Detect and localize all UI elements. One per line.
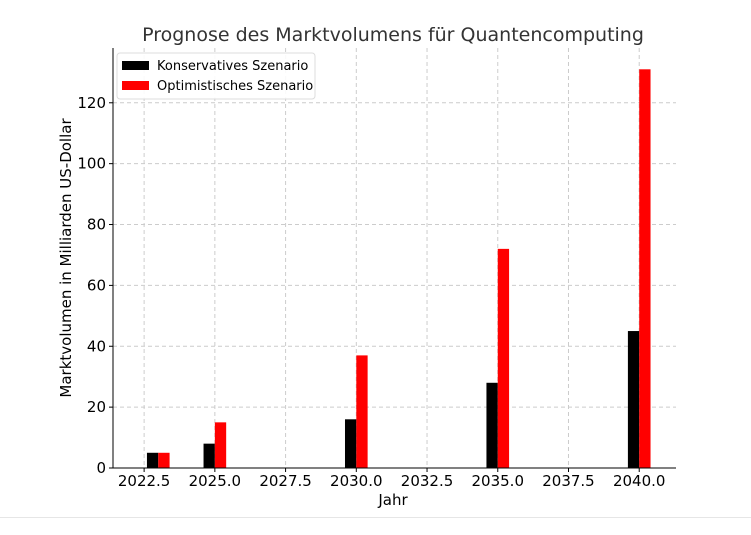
divider xyxy=(0,517,751,518)
y-tick-label: 100 xyxy=(77,155,106,173)
bars xyxy=(146,69,651,468)
bar-konservativ-2040 xyxy=(627,331,640,468)
bar-optimistisch-2035 xyxy=(497,248,510,468)
legend-label: Optimistisches Szenario xyxy=(157,79,313,94)
bar-konservativ-2025 xyxy=(203,443,215,468)
x-tick-label: 2027.5 xyxy=(259,472,312,490)
x-tick-label: 2035.0 xyxy=(472,472,525,490)
legend-label: Konservatives Szenario xyxy=(157,59,308,74)
bar-optimistisch-2023 xyxy=(158,452,170,468)
y-axis-label: Marktvolumen in Milliarden US-Dollar xyxy=(57,118,75,398)
bar-konservativ-2023 xyxy=(146,452,159,468)
bar-optimistisch-2040 xyxy=(639,69,651,468)
axes xyxy=(112,48,676,469)
grid xyxy=(113,48,676,468)
legend-swatch xyxy=(122,61,149,70)
legend-swatch xyxy=(122,81,149,90)
x-tick-label: 2040.0 xyxy=(613,472,666,490)
y-tick-label: 120 xyxy=(77,94,106,112)
y-tick-label: 80 xyxy=(87,216,106,234)
chart-title: Prognose des Marktvolumens für Quantenco… xyxy=(142,24,644,46)
x-tick-label: 2030.0 xyxy=(330,472,383,490)
legend: Konservatives Szenario Optimistisches Sze… xyxy=(116,52,316,100)
y-tick-label: 0 xyxy=(96,459,106,477)
bar-konservativ-2030 xyxy=(344,419,357,468)
bar-konservativ-2035 xyxy=(486,382,498,468)
bar-optimistisch-2025 xyxy=(214,422,227,468)
x-tick-label: 2022.5 xyxy=(118,472,171,490)
y-tick-label: 60 xyxy=(87,276,106,294)
x-tick-label: 2032.5 xyxy=(401,472,454,490)
y-tick-label: 20 xyxy=(87,398,106,416)
x-tick-label: 2037.5 xyxy=(542,472,595,490)
bar-optimistisch-2030 xyxy=(356,355,368,468)
ticks: 2022.5 2025.0 2027.5 2030.0 2032.5 2035.0 2037… xyxy=(77,94,665,490)
y-tick-label: 40 xyxy=(87,337,106,355)
x-tick-label: 2025.0 xyxy=(189,472,242,490)
legend-box xyxy=(116,52,316,100)
x-axis-label: Jahr xyxy=(377,491,408,509)
